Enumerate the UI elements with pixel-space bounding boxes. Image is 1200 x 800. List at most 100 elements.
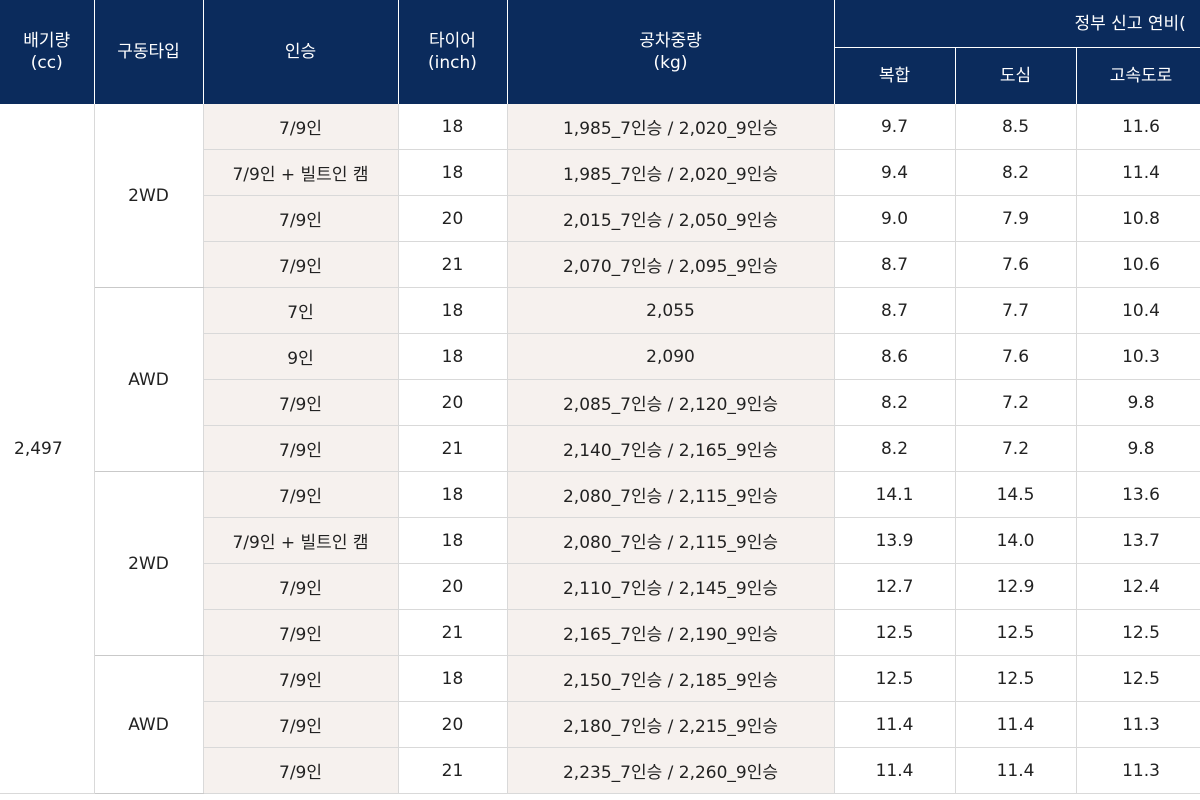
- city-mpg-cell: 12.5: [955, 655, 1077, 702]
- header-engine-label: 배기량: [23, 31, 71, 51]
- city-mpg-cell: 14.0: [955, 517, 1077, 564]
- weight-cell: 2,070_7인승 / 2,095_9인승: [507, 241, 835, 288]
- header-drive: 구동타입: [94, 0, 204, 104]
- table-row: 7/9인 21 2,235_7인승 / 2,260_9인승 11.4 11.4 11.3: [0, 747, 1200, 794]
- header-weight: 공차중량 (kg): [507, 0, 835, 104]
- table-row: 2,497 2WD 7/9인 18 1,985_7인승 / 2,020_9인승 9.7 8.…: [0, 104, 1200, 794]
- combined-mpg-cell: 13.9: [834, 517, 956, 564]
- tire-cell: 21: [398, 241, 508, 288]
- seats-cell: 7/9인 + 빌트인 캠: [203, 149, 399, 196]
- table-row: 7/9인 20 2,085_7인승 / 2,120_9인승 8.2 7.2 9.8: [0, 379, 1200, 426]
- city-mpg-cell: 7.2: [955, 379, 1077, 426]
- highway-mpg-cell: 13.6: [1076, 471, 1200, 518]
- highway-mpg-cell: 12.4: [1076, 563, 1200, 610]
- highway-mpg-cell: 11.3: [1076, 701, 1200, 748]
- tire-cell: 20: [398, 701, 508, 748]
- weight-cell: 2,150_7인승 / 2,185_9인승: [507, 655, 835, 702]
- highway-mpg-cell: 10.4: [1076, 287, 1200, 334]
- combined-mpg-cell: 9.0: [834, 195, 956, 242]
- weight-cell: 1,985_7인승 / 2,020_9인승: [507, 149, 835, 196]
- table-row: 7/9인 20 2,180_7인승 / 2,215_9인승 11.4 11.4 11.3: [0, 701, 1200, 748]
- highway-mpg-cell: 10.6: [1076, 241, 1200, 288]
- seats-cell: 7/9인: [203, 609, 399, 656]
- seats-cell: 7/9인: [203, 747, 399, 794]
- weight-cell: 1,985_7인승 / 2,020_9인승: [507, 104, 835, 150]
- table-row: 7/9인 20 2,110_7인승 / 2,145_9인승 12.7 12.9 12.4: [0, 563, 1200, 610]
- seats-cell: 7/9인: [203, 655, 399, 702]
- tire-cell: 20: [398, 195, 508, 242]
- combined-mpg-cell: 12.7: [834, 563, 956, 610]
- highway-mpg-cell: 10.8: [1076, 195, 1200, 242]
- table-row: 7/9인 21 2,070_7인승 / 2,095_9인승 8.7 7.6 10.6: [0, 241, 1200, 288]
- highway-mpg-cell: 10.3: [1076, 333, 1200, 380]
- header-engine: 배기량 (cc): [0, 0, 95, 104]
- seats-cell: 7/9인: [203, 195, 399, 242]
- highway-mpg-cell: 9.8: [1076, 425, 1200, 472]
- table-row: 7/9인 + 빌트인 캠 18 1,985_7인승 / 2,020_9인승 9.4 8.…: [0, 149, 1200, 196]
- city-mpg-cell: 8.5: [955, 104, 1077, 150]
- weight-cell: 2,235_7인승 / 2,260_9인승: [507, 747, 835, 794]
- weight-cell: 2,090: [507, 333, 835, 380]
- combined-mpg-cell: 12.5: [834, 609, 956, 656]
- header-tire-unit: (inch): [428, 53, 477, 73]
- combined-mpg-cell: 8.6: [834, 333, 956, 380]
- city-mpg-cell: 7.7: [955, 287, 1077, 334]
- weight-cell: 2,080_7인승 / 2,115_9인승: [507, 471, 835, 518]
- table-body: 2,497 2WD 7/9인 18 1,985_7인승 / 2,020_9인승 9.7 8.…: [0, 104, 1200, 794]
- city-mpg-cell: 7.6: [955, 333, 1077, 380]
- city-mpg-cell: 11.4: [955, 701, 1077, 748]
- seats-cell: 7/9인: [203, 104, 399, 150]
- highway-mpg-cell: 12.5: [1076, 609, 1200, 656]
- city-mpg-cell: 7.2: [955, 425, 1077, 472]
- table-row: 7/9인 21 2,165_7인승 / 2,190_9인승 12.5 12.5 12.5: [0, 609, 1200, 656]
- combined-mpg-cell: 8.7: [834, 241, 956, 288]
- combined-mpg-cell: 14.1: [834, 471, 956, 518]
- seats-cell: 7/9인: [203, 701, 399, 748]
- seats-cell: 7/9인 + 빌트인 캠: [203, 517, 399, 564]
- header-seats: 인승: [203, 0, 399, 104]
- engine-cell: 2,497: [0, 104, 95, 794]
- combined-mpg-cell: 9.7: [834, 104, 956, 150]
- combined-mpg-cell: 8.2: [834, 425, 956, 472]
- weight-cell: 2,140_7인승 / 2,165_9인승: [507, 425, 835, 472]
- city-mpg-cell: 11.4: [955, 747, 1077, 794]
- city-mpg-cell: 7.9: [955, 195, 1077, 242]
- drive-type-cell: AWD: [94, 287, 204, 472]
- header-weight-unit: (kg): [653, 53, 688, 73]
- table-row: 9인 18 2,090 8.6 7.6 10.3: [0, 333, 1200, 380]
- weight-cell: 2,080_7인승 / 2,115_9인승: [507, 517, 835, 564]
- tire-cell: 18: [398, 104, 508, 150]
- city-mpg-cell: 8.2: [955, 149, 1077, 196]
- table-row: 7/9인 + 빌트인 캠 18 2,080_7인승 / 2,115_9인승 13.9 1…: [0, 517, 1200, 564]
- seats-cell: 7/9인: [203, 471, 399, 518]
- tire-cell: 18: [398, 333, 508, 380]
- table-row: 7/9인 20 2,015_7인승 / 2,050_9인승 9.0 7.9 10.8: [0, 195, 1200, 242]
- combined-mpg-cell: 8.2: [834, 379, 956, 426]
- header-city: 도심: [955, 47, 1077, 104]
- city-mpg-cell: 7.6: [955, 241, 1077, 288]
- header-fuel-economy-group: 정부 신고 연비(: [834, 0, 1200, 48]
- city-mpg-cell: 12.5: [955, 609, 1077, 656]
- table-row: 7/9인 21 2,140_7인승 / 2,165_9인승 8.2 7.2 9.8: [0, 425, 1200, 472]
- weight-cell: 2,180_7인승 / 2,215_9인승: [507, 701, 835, 748]
- weight-cell: 2,015_7인승 / 2,050_9인승: [507, 195, 835, 242]
- tire-cell: 21: [398, 747, 508, 794]
- combined-mpg-cell: 12.5: [834, 655, 956, 702]
- combined-mpg-cell: 9.4: [834, 149, 956, 196]
- table-row: AWD 7/9인 18 2,150_7인승 / 2,185_9인승 12.5 12.5 12…: [0, 655, 1200, 794]
- tire-cell: 21: [398, 609, 508, 656]
- seats-cell: 7/9인: [203, 425, 399, 472]
- tire-cell: 20: [398, 563, 508, 610]
- header-weight-label: 공차중량: [639, 31, 702, 51]
- tire-cell: 18: [398, 287, 508, 334]
- combined-mpg-cell: 8.7: [834, 287, 956, 334]
- seats-cell: 9인: [203, 333, 399, 380]
- table-header: 배기량 (cc) 구동타입 인승 타이어 (inch) 공차중량 (kg) 정부…: [0, 0, 1200, 104]
- weight-cell: 2,165_7인승 / 2,190_9인승: [507, 609, 835, 656]
- weight-cell: 2,055: [507, 287, 835, 334]
- weight-cell: 2,110_7인승 / 2,145_9인승: [507, 563, 835, 610]
- city-mpg-cell: 12.9: [955, 563, 1077, 610]
- tire-cell: 18: [398, 655, 508, 702]
- header-engine-unit: (cc): [30, 53, 63, 73]
